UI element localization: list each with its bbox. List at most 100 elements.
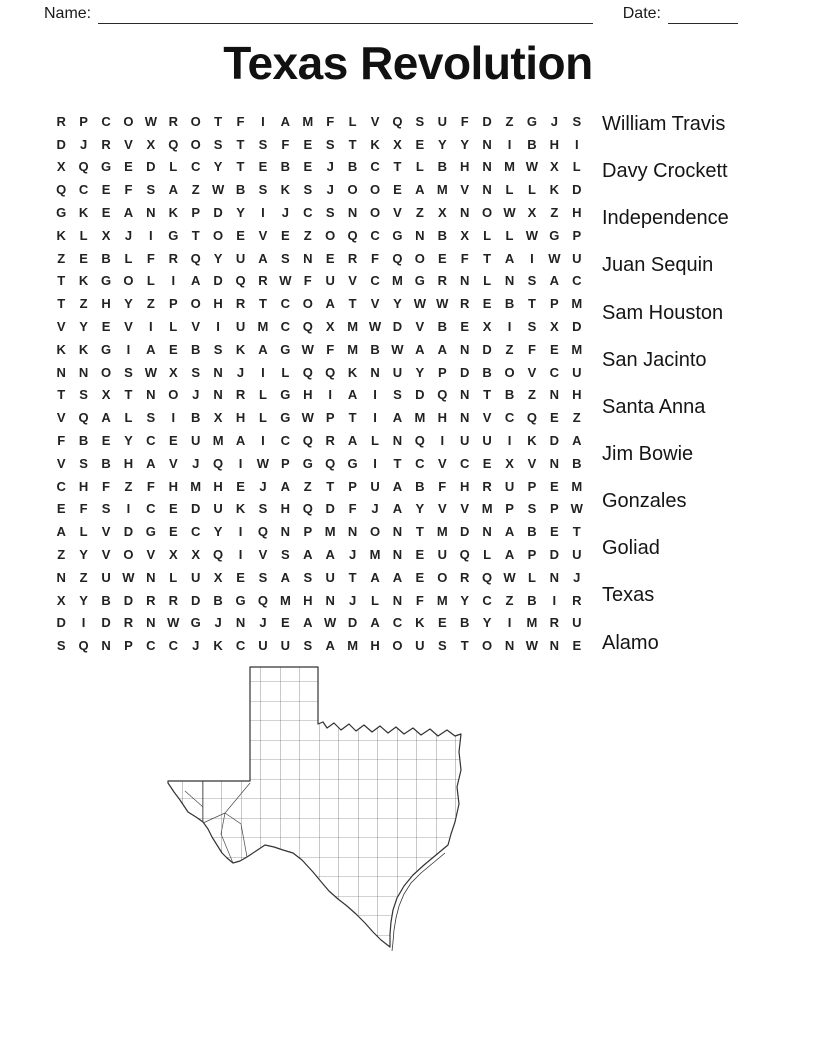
grid-letter: R bbox=[235, 387, 246, 403]
grid-letter: I bbox=[126, 341, 131, 357]
grid-letter: T bbox=[57, 273, 66, 289]
date-blank-line bbox=[668, 5, 738, 24]
grid-letter: Y bbox=[213, 524, 223, 540]
grid-letter: S bbox=[572, 113, 582, 129]
grid-letter: E bbox=[415, 569, 425, 585]
grid-letter: C bbox=[280, 319, 291, 334]
grid-letter: N bbox=[392, 592, 403, 608]
grid-letter: S bbox=[258, 501, 268, 517]
grid-letter: H bbox=[572, 205, 582, 221]
grid-letter: W bbox=[548, 250, 561, 266]
grid-letter: C bbox=[78, 182, 89, 198]
grid-letter: S bbox=[124, 364, 133, 380]
grid-letter: Z bbox=[527, 387, 536, 403]
grid-letter: Z bbox=[505, 341, 514, 357]
grid-letter: D bbox=[460, 364, 470, 380]
grid-letter: I bbox=[530, 250, 534, 266]
grid-letter: F bbox=[102, 478, 110, 494]
grid-letter: M bbox=[436, 524, 448, 540]
grid-letter: N bbox=[482, 136, 492, 152]
grid-letter: C bbox=[549, 364, 560, 380]
grid-letter: E bbox=[572, 638, 582, 654]
grid-letter: T bbox=[348, 569, 357, 585]
grid-letter: Y bbox=[236, 205, 245, 221]
grid-letter: P bbox=[527, 478, 537, 494]
gulf-barrier-island-line bbox=[391, 852, 446, 952]
word-list-item: Jim Bowie bbox=[602, 442, 694, 465]
grid-letter: I bbox=[574, 136, 579, 152]
grid-letter: I bbox=[373, 387, 377, 403]
grid-letter: A bbox=[392, 569, 403, 585]
grid-letter: L bbox=[258, 410, 267, 426]
grid-letter: T bbox=[348, 410, 357, 426]
grid-letter: U bbox=[370, 478, 380, 494]
grid-letter: A bbox=[549, 273, 560, 289]
grid-letter: A bbox=[504, 546, 515, 562]
grid-letter: J bbox=[192, 455, 200, 471]
grid-letter: M bbox=[347, 638, 359, 654]
grid-letter: F bbox=[281, 136, 290, 152]
grid-letter: X bbox=[101, 227, 111, 243]
grid-letter: L bbox=[527, 182, 536, 198]
grid-letter: I bbox=[328, 387, 332, 403]
grid-letter: J bbox=[192, 387, 200, 403]
grid-letter: K bbox=[168, 205, 178, 221]
grid-letter: O bbox=[168, 387, 179, 403]
grid-letter: Q bbox=[325, 364, 336, 380]
grid-letter: O bbox=[392, 638, 403, 654]
grid-letter: E bbox=[393, 182, 402, 198]
grid-letter: N bbox=[460, 341, 470, 357]
grid-letter: D bbox=[415, 387, 425, 403]
grid-letter: Y bbox=[79, 592, 88, 608]
grid-letter: C bbox=[370, 273, 380, 289]
word-list-item: William Travis bbox=[602, 113, 726, 135]
grid-letter: E bbox=[168, 501, 178, 517]
grid-letter: C bbox=[504, 410, 515, 426]
word-list-item: San Jacinto bbox=[602, 348, 707, 371]
grid-letter: J bbox=[124, 227, 133, 243]
grid-letter: C bbox=[482, 592, 492, 608]
grid-letter: B bbox=[437, 159, 447, 175]
grid-letter: D bbox=[191, 501, 201, 517]
grid-letter: E bbox=[281, 615, 290, 631]
grid-letter: N bbox=[549, 569, 560, 585]
grid-letter: W bbox=[525, 638, 539, 654]
grid-letter: W bbox=[570, 501, 583, 517]
grid-letter: M bbox=[324, 524, 336, 540]
grid-letter: V bbox=[258, 546, 268, 562]
grid-letter: C bbox=[168, 638, 178, 654]
grid-letter: B bbox=[527, 592, 537, 608]
grid-letter: D bbox=[56, 136, 66, 152]
grid-letter: W bbox=[413, 296, 426, 312]
grid-letter: L bbox=[371, 592, 379, 608]
west-texas-county-lines bbox=[184, 781, 251, 864]
grid-letter: J bbox=[371, 501, 379, 517]
grid-letter: E bbox=[460, 319, 470, 334]
grid-letter: R bbox=[123, 615, 134, 631]
grid-letter: Q bbox=[526, 410, 537, 426]
grid-letter: X bbox=[437, 205, 447, 221]
grid-letter: X bbox=[213, 410, 223, 426]
texas-map-svg bbox=[167, 666, 462, 952]
grid-letter: X bbox=[325, 319, 335, 334]
grid-letter: E bbox=[168, 524, 178, 540]
grid-letter: H bbox=[168, 478, 178, 494]
grid-letter: J bbox=[236, 364, 245, 380]
grid-letter: U bbox=[504, 478, 515, 494]
grid-letter: W bbox=[144, 113, 157, 129]
grid-letter: I bbox=[507, 136, 512, 152]
grid-letter: E bbox=[415, 136, 425, 152]
grid-letter: V bbox=[482, 410, 492, 426]
grid-letter: F bbox=[527, 341, 536, 357]
grid-letter: A bbox=[325, 638, 335, 654]
grid-letter: O bbox=[347, 182, 358, 198]
grid-letter: T bbox=[191, 227, 200, 243]
grid-letter: S bbox=[303, 569, 313, 585]
grid-letter: N bbox=[482, 182, 492, 198]
grid-letter: T bbox=[57, 296, 66, 312]
grid-letter: P bbox=[79, 113, 88, 129]
grid-letter: E bbox=[303, 136, 313, 152]
grid-letter: F bbox=[303, 273, 312, 289]
grid-letter: I bbox=[171, 273, 176, 289]
grid-letter: D bbox=[123, 524, 134, 540]
